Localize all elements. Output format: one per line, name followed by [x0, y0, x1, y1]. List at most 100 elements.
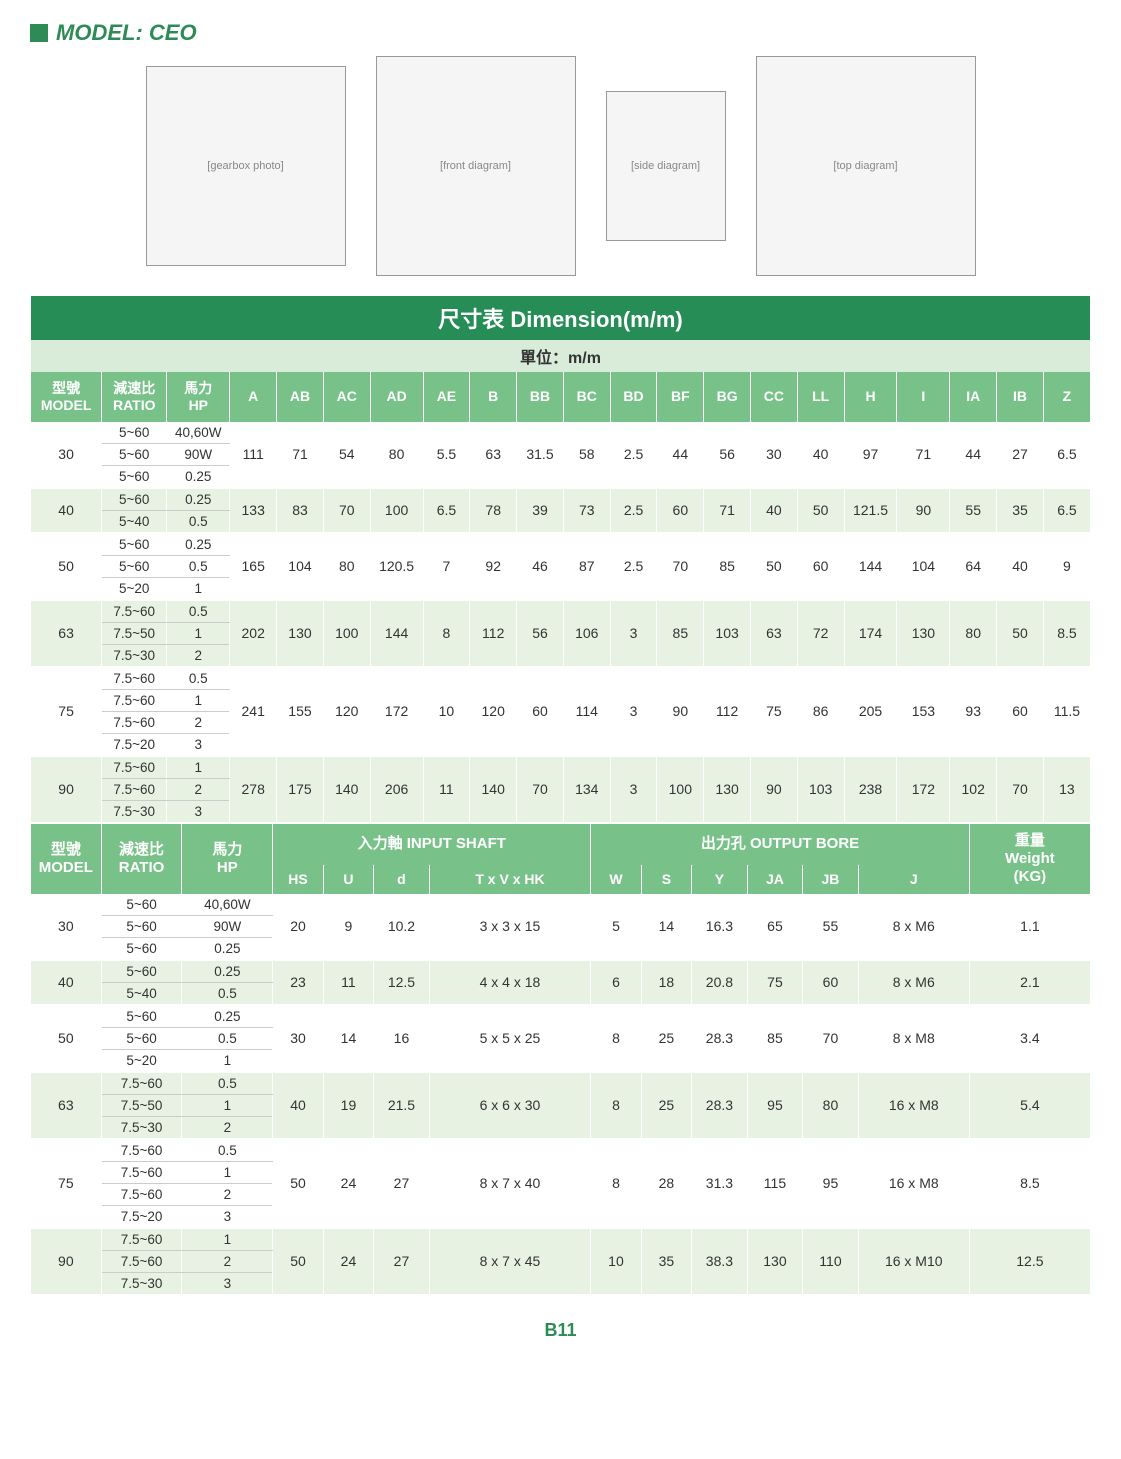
cell-dim: 70 [657, 533, 704, 600]
cell-dim: 3 [610, 756, 657, 823]
cell-dim: 278 [230, 756, 277, 823]
cell-output: 5 [591, 894, 641, 960]
cell-dim: 112 [704, 667, 751, 756]
cell-hp: 40,60W [182, 894, 273, 916]
cell-ratio: 5~60 [102, 465, 167, 488]
cell-dim: 100 [323, 600, 370, 667]
cell-output: 8 x M8 [858, 1005, 969, 1072]
cell-ratio: 7.5~20 [102, 733, 167, 756]
cell-output: 28.3 [692, 1072, 748, 1139]
cell-input: 50 [273, 1228, 323, 1295]
cell-dim: 241 [230, 667, 277, 756]
table-row: 305~6040,60W20910.23 x 3 x 1551416.36555… [31, 894, 1091, 916]
cell-dim: 11 [423, 756, 470, 823]
hdr-col: HS [273, 865, 323, 894]
cell-output: 20.8 [692, 960, 748, 1005]
cell-hp: 3 [167, 733, 230, 756]
table-title: 尺寸表 Dimension(m/m) [31, 296, 1091, 340]
cell-hp: 1 [167, 622, 230, 644]
cell-input: 11 [323, 960, 373, 1005]
cell-model: 30 [31, 422, 102, 488]
table-row: 305~6040,60W1117154805.56331.5582.544563… [31, 422, 1091, 444]
cell-dim: 6.5 [423, 488, 470, 533]
cell-hp: 1 [182, 1228, 273, 1251]
cell-ratio: 5~40 [101, 982, 182, 1005]
cell-model: 75 [31, 667, 102, 756]
cell-dim: 8.5 [1043, 600, 1090, 667]
cell-dim: 205 [844, 667, 897, 756]
cell-model: 63 [31, 600, 102, 667]
cell-input: 14 [323, 1005, 373, 1072]
cell-dim: 85 [704, 533, 751, 600]
cell-dim: 80 [323, 533, 370, 600]
hdr-col: H [844, 372, 897, 422]
cell-model: 63 [31, 1072, 102, 1139]
hdr-col: W [591, 865, 641, 894]
cell-hp: 2 [167, 778, 230, 800]
cell-ratio: 7.5~60 [101, 1072, 182, 1095]
cell-dim: 172 [897, 756, 950, 823]
cell-output: 65 [747, 894, 803, 960]
hdr-col: S [641, 865, 691, 894]
cell-weight: 2.1 [969, 960, 1090, 1005]
cell-model: 30 [31, 894, 102, 960]
side-diagram: [side diagram] [606, 91, 726, 241]
cell-dim: 144 [370, 600, 423, 667]
cell-output: 6 [591, 960, 641, 1005]
hdr-model: 型號MODEL [31, 372, 102, 422]
table-row: 505~600.253014165 x 5 x 2582528.385708 x… [31, 1005, 1091, 1028]
cell-hp: 40,60W [167, 422, 230, 444]
cell-input: 8 x 7 x 40 [429, 1139, 591, 1228]
cell-input: 8 x 7 x 45 [429, 1228, 591, 1295]
cell-dim: 174 [844, 600, 897, 667]
table-row: 505~600.2516510480120.579246872.57085506… [31, 533, 1091, 556]
cell-hp: 0.5 [182, 1072, 273, 1095]
cell-dim: 93 [950, 667, 997, 756]
cell-model: 40 [31, 960, 102, 1005]
cell-hp: 0.25 [182, 1005, 273, 1028]
table-row: 907.5~6015024278 x 7 x 45103538.31301101… [31, 1228, 1091, 1251]
cell-dim: 83 [277, 488, 324, 533]
cell-ratio: 5~60 [101, 1005, 182, 1028]
cell-dim: 70 [997, 756, 1044, 823]
cell-dim: 40 [751, 488, 798, 533]
cell-hp: 0.5 [182, 982, 273, 1005]
model-header: MODEL: CEO [30, 20, 1091, 46]
cell-weight: 5.4 [969, 1072, 1090, 1139]
cell-input: 30 [273, 1005, 323, 1072]
cell-dim: 8 [423, 600, 470, 667]
cell-ratio: 7.5~60 [101, 1250, 182, 1272]
cell-output: 55 [803, 894, 859, 960]
hdr-col: A [230, 372, 277, 422]
cell-dim: 238 [844, 756, 897, 823]
cell-ratio: 5~60 [102, 488, 167, 511]
hdr-col: I [897, 372, 950, 422]
hdr-weight: 重量Weight(KG) [969, 824, 1090, 894]
cell-output: 60 [803, 960, 859, 1005]
cell-ratio: 5~60 [101, 915, 182, 937]
cell-input: 24 [323, 1139, 373, 1228]
cell-dim: 103 [704, 600, 751, 667]
cell-dim: 78 [470, 488, 517, 533]
cell-dim: 63 [751, 600, 798, 667]
cell-dim: 80 [950, 600, 997, 667]
cell-input: 27 [374, 1139, 430, 1228]
cell-dim: 87 [563, 533, 610, 600]
cell-hp: 0.25 [182, 960, 273, 983]
cell-hp: 0.25 [167, 465, 230, 488]
cell-input: 40 [273, 1072, 323, 1139]
cell-input: 23 [273, 960, 323, 1005]
cell-ratio: 7.5~60 [102, 778, 167, 800]
cell-weight: 3.4 [969, 1005, 1090, 1072]
cell-output: 115 [747, 1139, 803, 1228]
cell-ratio: 7.5~60 [101, 1161, 182, 1183]
cell-dim: 121.5 [844, 488, 897, 533]
cell-model: 50 [31, 533, 102, 600]
cell-weight: 1.1 [969, 894, 1090, 960]
cell-ratio: 7.5~30 [102, 800, 167, 823]
table-unit: 單位：m/m [31, 340, 1091, 372]
cell-hp: 1 [182, 1094, 273, 1116]
cell-dim: 85 [657, 600, 704, 667]
cell-dim: 86 [797, 667, 844, 756]
dimension-table-1: 尺寸表 Dimension(m/m) 單位：m/m 型號MODEL 減速比RAT… [30, 296, 1091, 824]
